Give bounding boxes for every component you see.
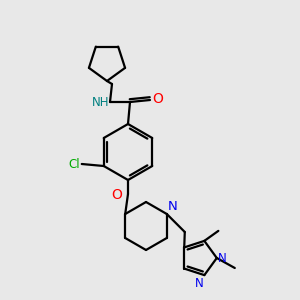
Text: N: N bbox=[168, 200, 178, 213]
Text: N: N bbox=[195, 277, 203, 290]
Text: NH: NH bbox=[92, 95, 109, 109]
Text: O: O bbox=[152, 92, 163, 106]
Text: Cl: Cl bbox=[68, 158, 80, 170]
Text: N: N bbox=[218, 251, 226, 265]
Text: O: O bbox=[111, 188, 122, 202]
